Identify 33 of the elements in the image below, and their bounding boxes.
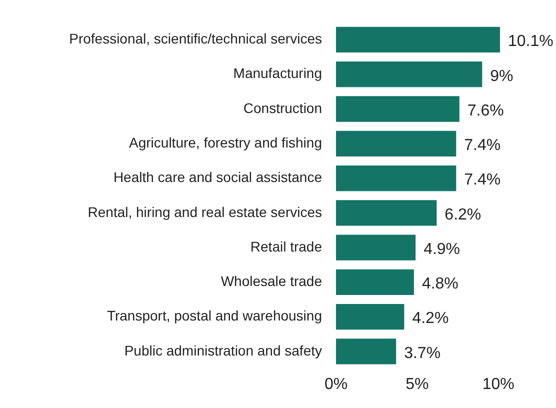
bar: [336, 200, 437, 226]
bar: [336, 165, 456, 192]
y-tick-label: Wholesale trade: [220, 273, 322, 290]
bar: [336, 26, 500, 53]
data-label: 3.7%: [404, 344, 441, 362]
y-tick-label: Retail trade: [250, 238, 322, 254]
y-tick-label: Agriculture, forestry and fishing: [129, 134, 322, 150]
data-label: 10.1%: [508, 33, 554, 50]
x-tick-label: 0%: [324, 376, 348, 393]
data-label: 4.9%: [424, 240, 460, 258]
y-tick-label: Manufacturing: [233, 65, 322, 82]
x-tick-label: 5%: [406, 376, 429, 393]
bar: [336, 304, 404, 330]
data-label: 7.6%: [467, 102, 504, 120]
y-tick-label: Transport, postal and warehousing: [106, 308, 322, 324]
y-tick-label: Rental, hiring and real estate services: [88, 204, 322, 220]
bar: [336, 130, 456, 156]
bar: [336, 338, 396, 364]
y-tick-label: Professional, scientific/technical services: [69, 30, 322, 47]
data-label: 4.8%: [422, 276, 458, 293]
bar: [336, 96, 460, 122]
data-label: 6.2%: [444, 206, 482, 224]
data-label: 7.4%: [464, 137, 501, 154]
y-tick-label: Health care and social assistance: [113, 169, 322, 186]
bar: [336, 269, 414, 296]
data-label: 4.2%: [412, 310, 449, 328]
y-tick-label: Public administration and safety: [124, 342, 322, 358]
data-label: 9%: [490, 68, 514, 85]
y-tick-label: Construction: [243, 100, 322, 116]
bar: [336, 62, 482, 88]
data-label: 7.4%: [464, 172, 501, 189]
x-tick-label: 10%: [482, 376, 514, 393]
bar: [336, 234, 416, 260]
